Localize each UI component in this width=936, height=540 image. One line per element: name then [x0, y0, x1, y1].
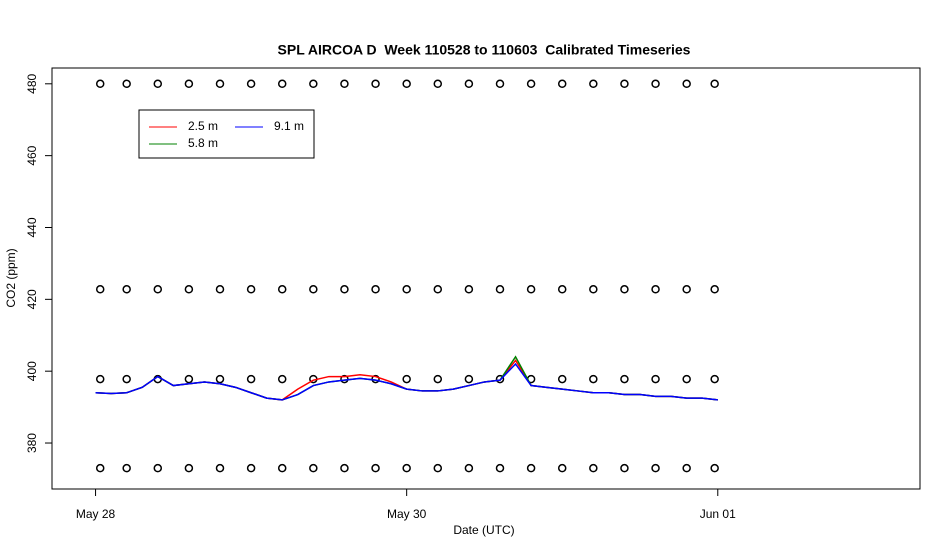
- marker: [153, 79, 163, 89]
- marker: [246, 374, 256, 384]
- marker: [277, 285, 287, 294]
- marker: [215, 285, 225, 294]
- y-tick-label: 380: [25, 433, 39, 453]
- marker: [433, 374, 443, 384]
- marker: [371, 79, 380, 89]
- marker: [620, 374, 629, 384]
- marker: [246, 79, 256, 89]
- marker: [589, 285, 598, 294]
- marker: [557, 79, 567, 89]
- marker: [153, 463, 163, 473]
- marker: [340, 79, 349, 89]
- marker: [153, 285, 163, 294]
- legend-label: 9.1 m: [274, 119, 304, 133]
- x-axis-label: Date (UTC): [453, 523, 514, 537]
- marker: [495, 374, 505, 384]
- plot-frame: [51, 67, 921, 490]
- marker: [122, 374, 131, 384]
- marker: [526, 285, 536, 294]
- marker: [122, 463, 131, 473]
- x-tick-label: May 28: [76, 507, 116, 521]
- marker: [526, 463, 536, 473]
- y-axis-label: CO2 (ppm): [4, 248, 18, 307]
- marker: [710, 79, 719, 89]
- marker: [277, 463, 287, 473]
- marker: [495, 285, 505, 294]
- marker: [309, 79, 318, 89]
- marker: [184, 463, 194, 473]
- marker: [309, 285, 318, 294]
- marker: [464, 463, 474, 473]
- legend-label: 2.5 m: [188, 119, 218, 133]
- marker: [122, 79, 131, 89]
- marker: [557, 374, 567, 384]
- chart-title: SPL AIRCOA D Week 110528 to 110603 Calib…: [278, 42, 691, 58]
- marker: [95, 463, 105, 473]
- marker: [215, 79, 225, 89]
- line: [95, 355, 718, 401]
- marker: [651, 285, 660, 294]
- marker: [277, 79, 287, 89]
- marker: [95, 374, 105, 384]
- marker: [402, 285, 411, 294]
- marker: [184, 79, 194, 89]
- marker: [589, 79, 598, 89]
- marker: [215, 374, 225, 384]
- marker: [215, 463, 225, 473]
- marker: [95, 285, 105, 294]
- marker: [710, 374, 719, 384]
- marker: [557, 463, 567, 473]
- y-tick-label: 440: [25, 217, 39, 237]
- marker: [651, 79, 660, 89]
- marker: [340, 285, 349, 294]
- marker: [620, 285, 629, 294]
- marker: [402, 374, 411, 384]
- x-tick-label: May 30: [387, 507, 427, 521]
- marker: [589, 374, 598, 384]
- marker: [464, 79, 474, 89]
- marker: [246, 285, 256, 294]
- marker: [682, 374, 691, 384]
- legend-label: 5.8 m: [188, 136, 218, 150]
- marker: [433, 463, 443, 473]
- marker: [433, 79, 443, 89]
- marker: [557, 285, 567, 294]
- y-tick-label: 460: [25, 145, 39, 165]
- marker: [710, 285, 719, 294]
- marker: [95, 79, 105, 89]
- x-tick-label: Jun 01: [700, 507, 736, 521]
- marker: [122, 285, 131, 294]
- y-tick-label: 420: [25, 289, 39, 309]
- marker: [184, 285, 194, 294]
- marker: [589, 463, 598, 473]
- marker: [309, 463, 318, 473]
- marker: [710, 463, 719, 473]
- marker: [277, 374, 287, 384]
- marker: [620, 463, 629, 473]
- marker: [340, 463, 349, 473]
- marker: [682, 79, 691, 89]
- marker: [651, 463, 660, 473]
- marker: [495, 79, 505, 89]
- marker: [402, 79, 411, 89]
- marker: [433, 285, 443, 294]
- marker: [682, 285, 691, 294]
- marker: [402, 463, 411, 473]
- marker: [464, 285, 474, 294]
- legend-box: [138, 109, 315, 159]
- line: [95, 362, 718, 401]
- marker: [246, 463, 256, 473]
- marker: [620, 79, 629, 89]
- marker: [651, 374, 660, 384]
- marker: [371, 285, 380, 294]
- y-tick-label: 480: [25, 73, 39, 93]
- y-tick-label: 400: [25, 361, 39, 381]
- marker: [464, 374, 474, 384]
- marker: [184, 374, 194, 384]
- marker: [682, 463, 691, 473]
- marker: [495, 463, 505, 473]
- marker: [371, 463, 380, 473]
- marker: [526, 79, 536, 89]
